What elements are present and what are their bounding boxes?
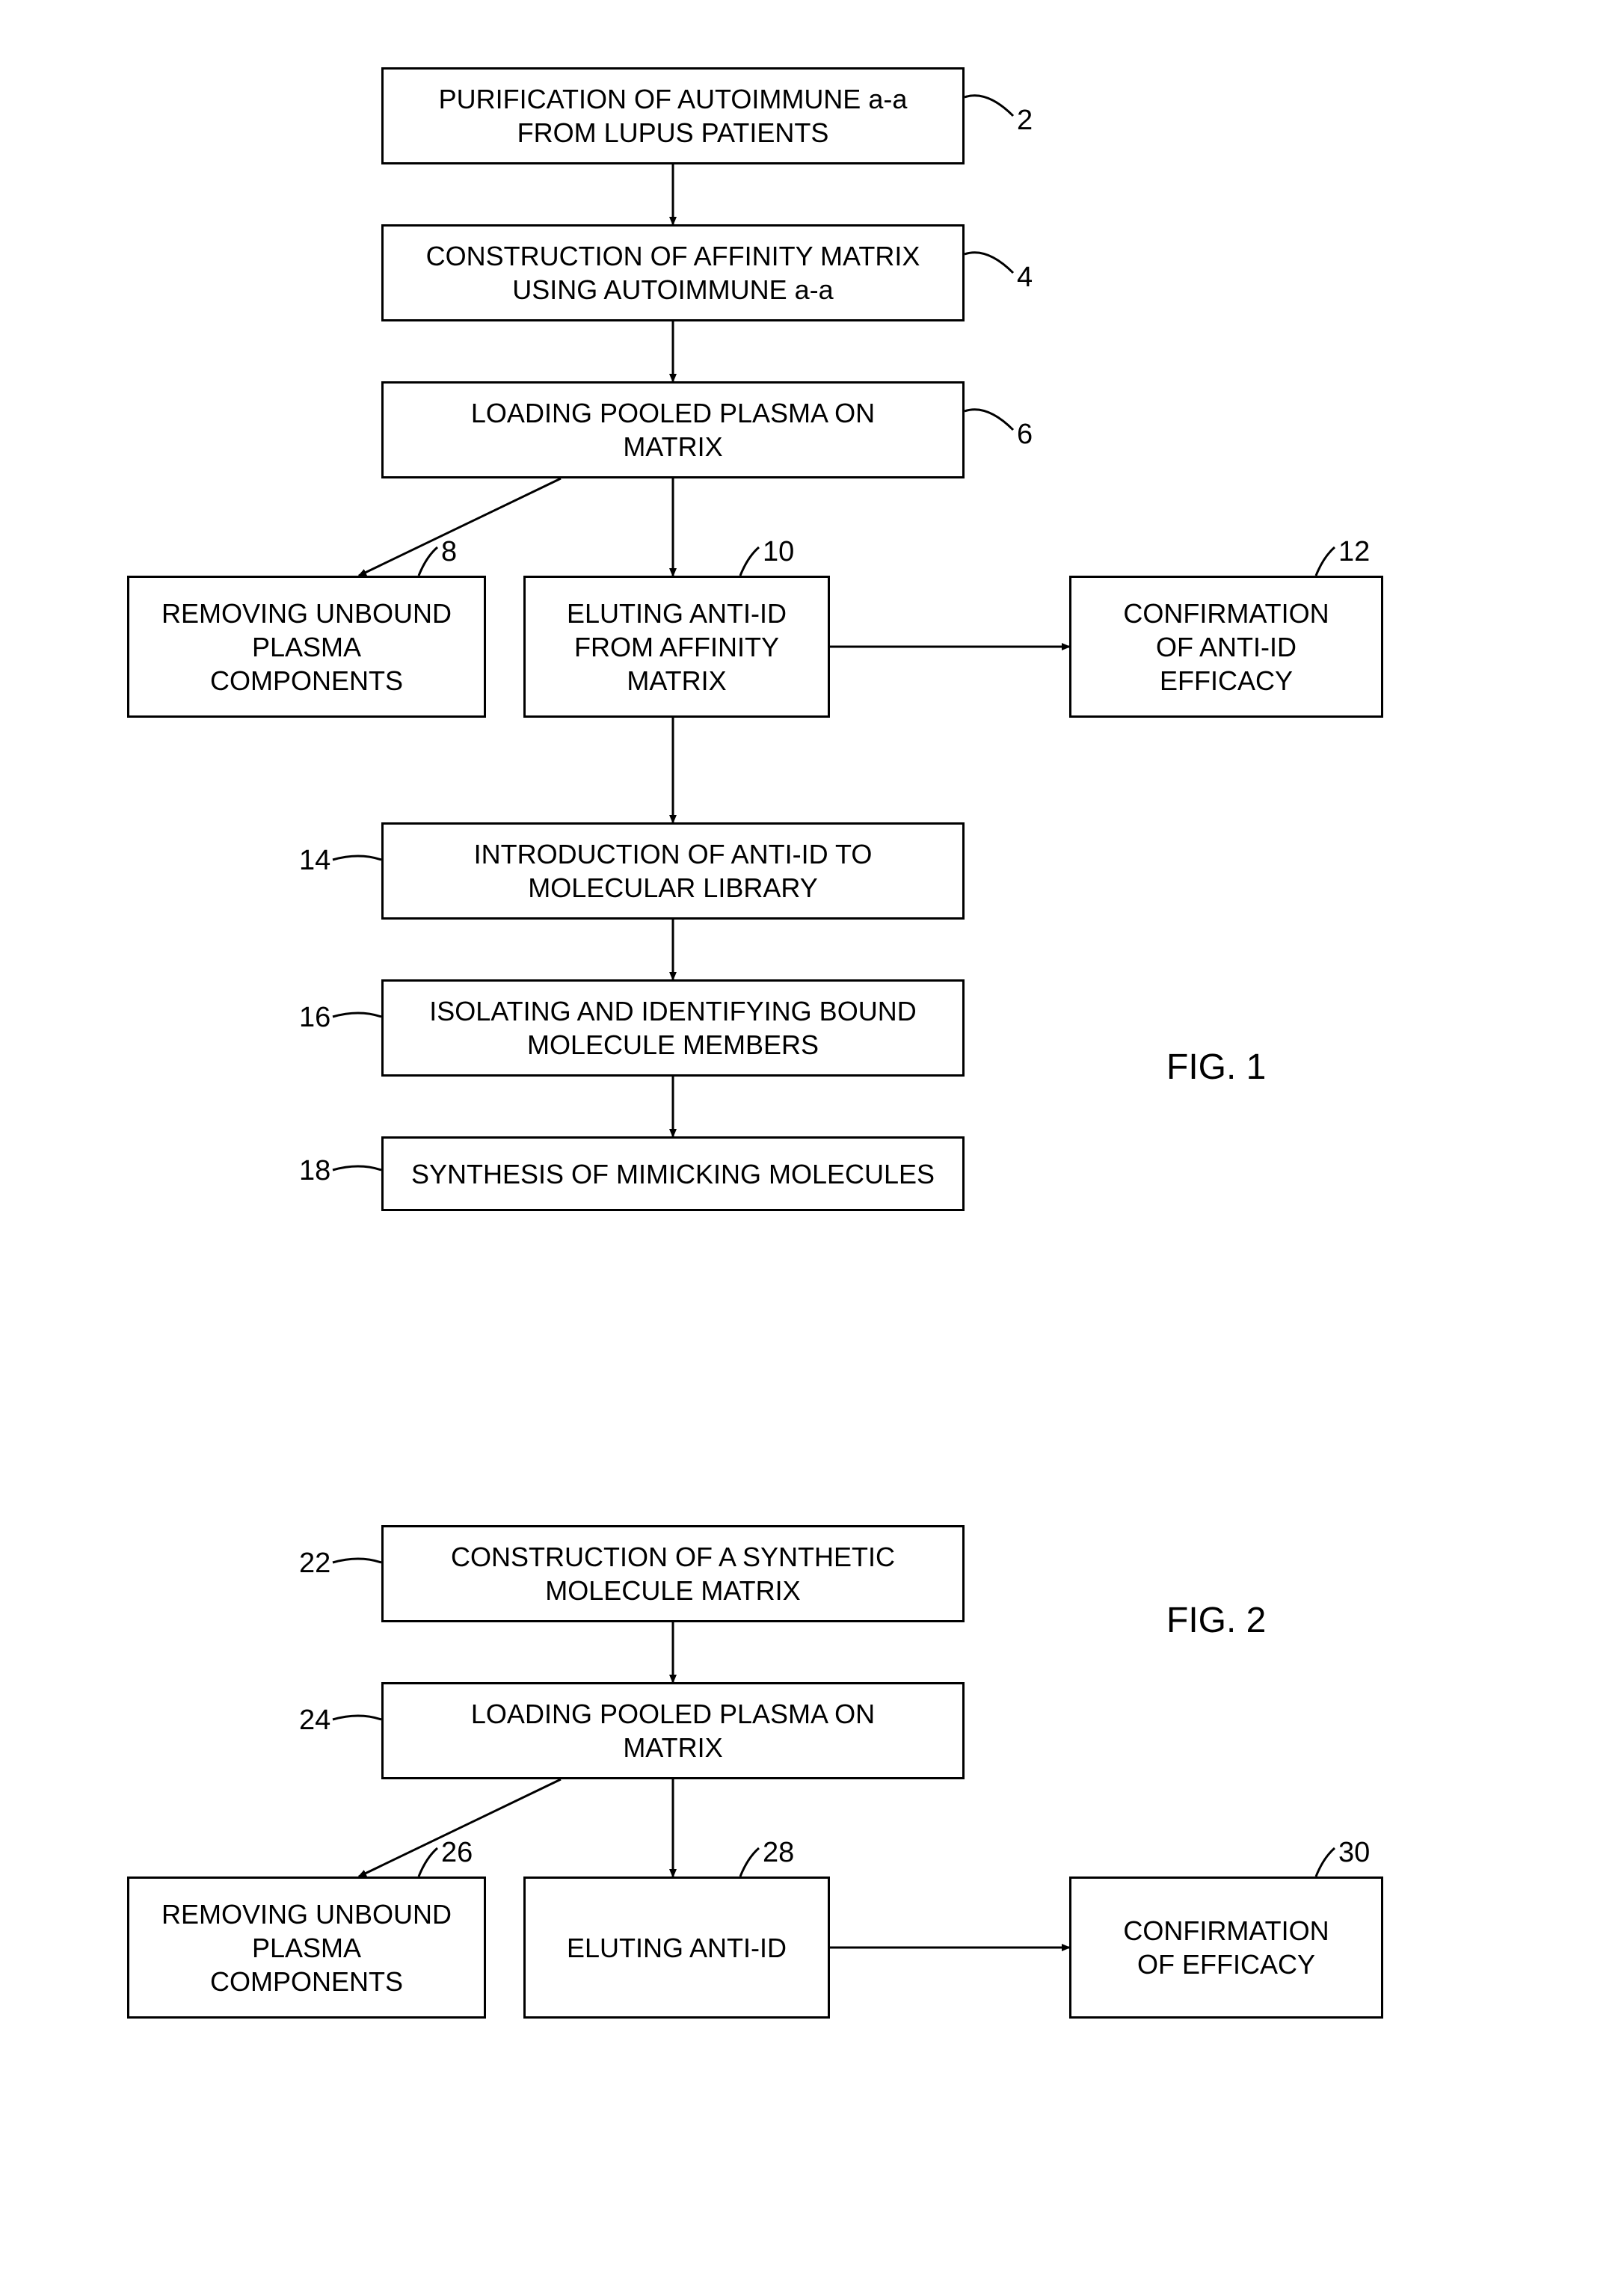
- box-text: CONSTRUCTION OF A SYNTHETICMOLECULE MATR…: [451, 1540, 895, 1607]
- figure-2-title: FIG. 2: [1166, 1600, 1266, 1641]
- ref-num-28: 28: [763, 1837, 794, 1869]
- box-text: LOADING POOLED PLASMA ONMATRIX: [471, 1697, 875, 1764]
- box-eluting-antiid-2: ELUTING ANTI-ID: [523, 1877, 830, 2019]
- box-loading-plasma-2: LOADING POOLED PLASMA ONMATRIX: [381, 1682, 965, 1779]
- ref-num-12: 12: [1338, 536, 1370, 568]
- box-text: LOADING POOLED PLASMA ONMATRIX: [471, 396, 875, 464]
- ref-num-8: 8: [441, 536, 457, 568]
- box-synthetic-matrix: CONSTRUCTION OF A SYNTHETICMOLECULE MATR…: [381, 1525, 965, 1622]
- box-synthesis-mimicking: SYNTHESIS OF MIMICKING MOLECULES: [381, 1136, 965, 1211]
- ref-num-24: 24: [299, 1705, 330, 1737]
- ref-num-16: 16: [299, 1002, 330, 1034]
- box-text: ISOLATING AND IDENTIFYING BOUNDMOLECULE …: [429, 994, 916, 1062]
- box-text: CONFIRMATIONOF EFFICACY: [1123, 1914, 1329, 1981]
- ref-num-6: 6: [1017, 419, 1033, 451]
- ref-num-2: 2: [1017, 105, 1033, 137]
- box-text: REMOVING UNBOUNDPLASMACOMPONENTS: [162, 1897, 452, 1998]
- ref-num-22: 22: [299, 1548, 330, 1580]
- ref-num-14: 14: [299, 845, 330, 877]
- box-purification: PURIFICATION OF AUTOIMMUNE a-aFROM LUPUS…: [381, 67, 965, 164]
- box-text: ELUTING ANTI-ID: [567, 1931, 787, 1965]
- box-confirmation-efficacy: CONFIRMATIONOF ANTI-IDEFFICACY: [1069, 576, 1383, 718]
- ref-num-18: 18: [299, 1155, 330, 1187]
- ref-num-10: 10: [763, 536, 794, 568]
- box-removing-unbound: REMOVING UNBOUNDPLASMACOMPONENTS: [127, 576, 486, 718]
- box-text: REMOVING UNBOUNDPLASMACOMPONENTS: [162, 597, 452, 698]
- box-removing-unbound-2: REMOVING UNBOUNDPLASMACOMPONENTS: [127, 1877, 486, 2019]
- box-intro-antiid-library: INTRODUCTION OF ANTI-ID TOMOLECULAR LIBR…: [381, 822, 965, 920]
- ref-num-30: 30: [1338, 1837, 1370, 1869]
- box-text: SYNTHESIS OF MIMICKING MOLECULES: [411, 1157, 935, 1191]
- box-affinity-matrix: CONSTRUCTION OF AFFINITY MATRIXUSING AUT…: [381, 224, 965, 321]
- box-eluting-antiid: ELUTING ANTI-IDFROM AFFINITYMATRIX: [523, 576, 830, 718]
- ref-num-4: 4: [1017, 262, 1033, 294]
- box-isolating-identifying: ISOLATING AND IDENTIFYING BOUNDMOLECULE …: [381, 979, 965, 1077]
- box-text: PURIFICATION OF AUTOIMMUNE a-aFROM LUPUS…: [439, 82, 908, 150]
- box-loading-plasma: LOADING POOLED PLASMA ONMATRIX: [381, 381, 965, 478]
- box-confirmation-2: CONFIRMATIONOF EFFICACY: [1069, 1877, 1383, 2019]
- figure-1-title: FIG. 1: [1166, 1047, 1266, 1088]
- box-text: CONSTRUCTION OF AFFINITY MATRIXUSING AUT…: [426, 239, 920, 307]
- ref-num-26: 26: [441, 1837, 473, 1869]
- box-text: INTRODUCTION OF ANTI-ID TOMOLECULAR LIBR…: [474, 837, 873, 905]
- box-text: CONFIRMATIONOF ANTI-IDEFFICACY: [1123, 597, 1329, 698]
- box-text: ELUTING ANTI-IDFROM AFFINITYMATRIX: [567, 597, 787, 698]
